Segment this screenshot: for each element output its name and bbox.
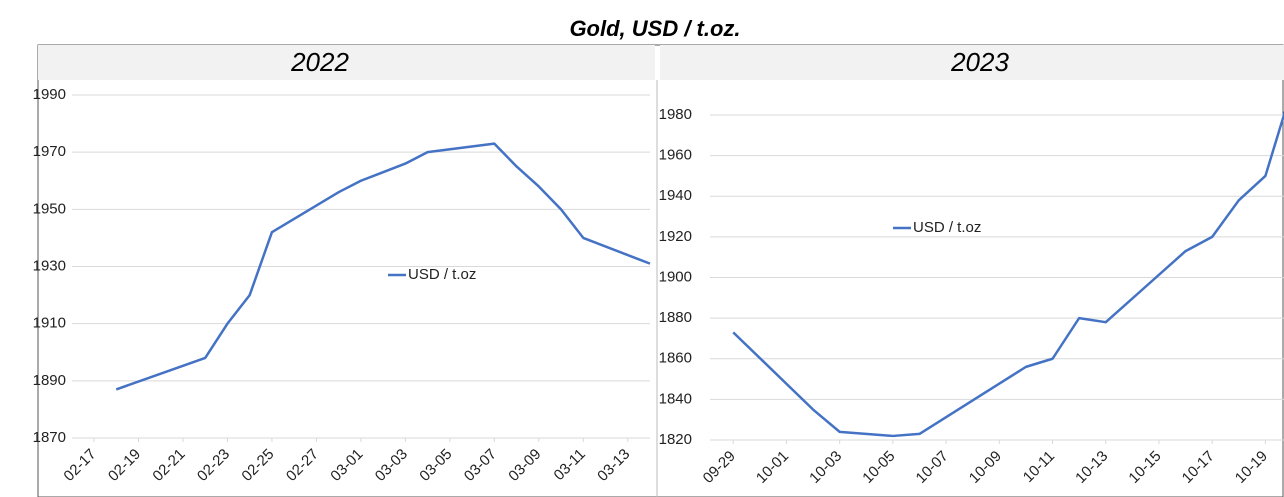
y-tick-label: 1900 xyxy=(659,268,692,285)
y-tick-label: 1870 xyxy=(33,429,66,446)
page-title: Gold, USD / t.oz. xyxy=(569,16,740,41)
y-tick-label: 1930 xyxy=(33,257,66,274)
frame xyxy=(37,44,1284,497)
y-tick-label: 1820 xyxy=(659,431,692,448)
line xyxy=(732,110,1284,438)
panel-title: 2023 xyxy=(950,47,1009,77)
panel-title: 2022 xyxy=(290,47,349,77)
y-tick-label: 1880 xyxy=(659,309,692,326)
y-tick-label: 1950 xyxy=(33,200,66,217)
y-tick-label: 1960 xyxy=(659,147,692,164)
y-tick-label: 1990 xyxy=(33,86,66,103)
y-tick-label: 1840 xyxy=(659,390,692,407)
y-tick-label: 1910 xyxy=(33,315,66,332)
panel-header xyxy=(38,45,655,80)
y-tick-label: 1980 xyxy=(659,106,692,123)
y-tick-label: 1890 xyxy=(33,372,66,389)
y-tick-label: 1860 xyxy=(659,350,692,367)
legend-label: USD / t.oz xyxy=(408,266,476,283)
legend-label: USD / t.oz xyxy=(913,219,981,236)
y-tick-label: 1970 xyxy=(33,143,66,160)
line xyxy=(115,142,651,391)
y-tick-label: 1940 xyxy=(659,187,692,204)
panel-header xyxy=(660,45,1284,80)
y-tick-label: 1920 xyxy=(659,228,692,245)
plot xyxy=(710,110,1284,444)
plot xyxy=(72,94,651,442)
